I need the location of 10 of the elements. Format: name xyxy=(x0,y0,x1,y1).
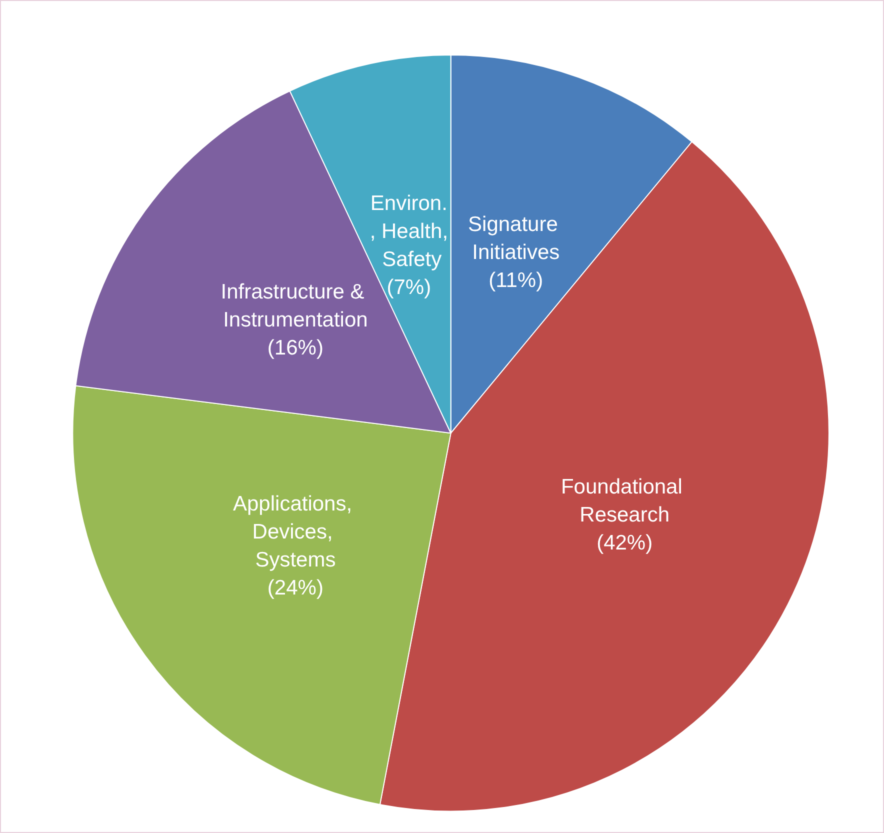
slice-label: Signature Initiatives xyxy=(468,212,564,264)
slice-label: Environ., Health, Safety xyxy=(370,192,448,272)
slice-label: Applications, Devices, Systems xyxy=(232,492,358,572)
data-label: (42%) xyxy=(596,531,653,554)
data-label: (7%) xyxy=(386,276,432,300)
data-label: (24%) xyxy=(267,576,324,600)
slice-label: Infrastructure & Instrumentation xyxy=(220,280,370,332)
slice-label: Foundational Research xyxy=(560,475,688,526)
data-label: (16%) xyxy=(267,336,324,360)
data-label: (11%) xyxy=(488,268,544,292)
